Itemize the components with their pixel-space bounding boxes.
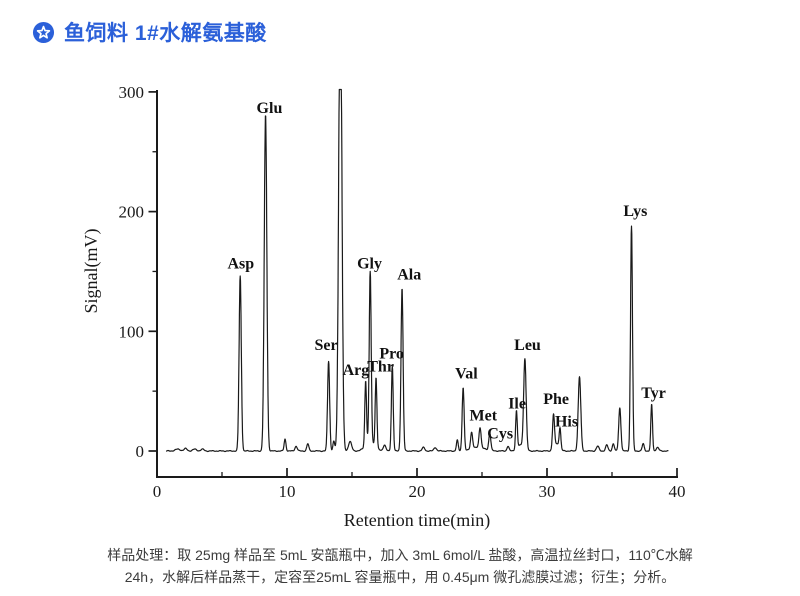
peak-label-phe: Phe <box>543 391 569 408</box>
x-tick-label: 10 <box>279 482 296 501</box>
y-axis-title: Signal(mV) <box>81 229 102 314</box>
peak-label-tyr: Tyr <box>641 385 666 402</box>
star-badge-icon <box>32 21 55 43</box>
sample-prep-note: 样品处理：取 25mg 样品至 5mL 安瓿瓶中，加入 3mL 6mol/L 盐… <box>0 544 800 588</box>
peak-label-ile: Ile <box>508 396 526 413</box>
y-tick-label: 200 <box>119 203 145 222</box>
chromatogram-trace <box>165 88 669 453</box>
peak-label-gly: Gly <box>357 256 382 273</box>
peak-label-cys: Cys <box>487 426 513 443</box>
peak-label-pro: Pro <box>379 345 404 362</box>
peak-label-leu: Leu <box>514 337 541 354</box>
peak-label-lys: Lys <box>623 203 647 220</box>
chart-axes <box>156 90 678 478</box>
peak-label-glu: Glu <box>257 100 283 117</box>
x-tick-label: 20 <box>409 482 426 501</box>
peak-label-met: Met <box>470 408 498 425</box>
peak-label-asp: Asp <box>228 256 255 273</box>
peak-label-val: Val <box>455 366 478 383</box>
page-header: 鱼饲料 1#水解氨基酸 <box>32 18 267 46</box>
sample-prep-line-1: 样品处理：取 25mg 样品至 5mL 安瓿瓶中，加入 3mL 6mol/L 盐… <box>107 547 693 563</box>
peak-label-ala: Ala <box>397 266 421 283</box>
page-title: 鱼饲料 1#水解氨基酸 <box>64 22 267 45</box>
x-tick-label: 0 <box>153 482 162 501</box>
x-axis-title: Retention time(min) <box>344 510 490 531</box>
chart-dynamic-layer: 0 10 20 30 40 0 100 200 300 Asp Glu Ser Arg Gly ThrPro… <box>119 83 686 501</box>
x-tick-label: 30 <box>539 482 556 501</box>
y-tick-label: 0 <box>136 442 145 461</box>
peak-label-thr: Thr <box>367 359 394 376</box>
x-tick-label: 40 <box>669 482 686 501</box>
sample-prep-line-2: 24h，水解后样品蒸干，定容至25mL 容量瓶中，用 0.45μm 微孔滤膜过滤… <box>124 569 676 585</box>
peak-label-his: His <box>555 414 578 431</box>
y-tick-label: 100 <box>119 322 145 341</box>
peak-label-arg: Arg <box>343 362 370 379</box>
peak-label-ser: Ser <box>314 337 337 354</box>
y-tick-label: 300 <box>119 83 145 102</box>
